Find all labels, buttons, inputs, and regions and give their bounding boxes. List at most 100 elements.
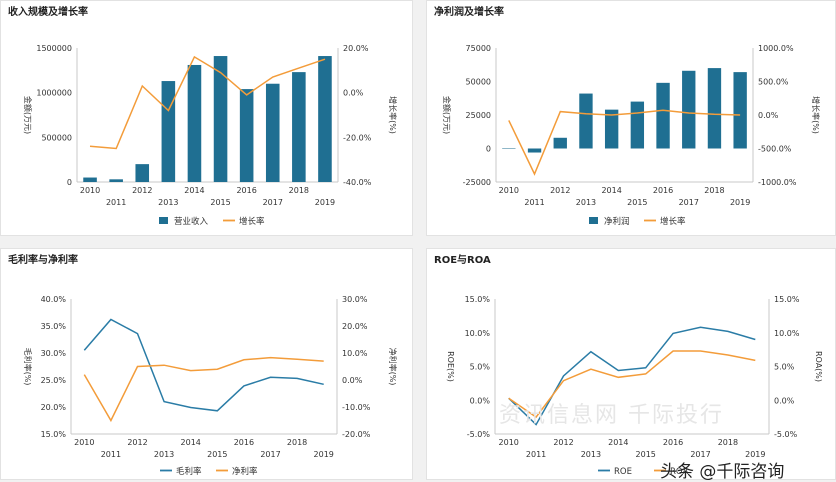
y-left-axis-label: ROE(%) [446, 351, 455, 382]
x-tick-label: 2014 [608, 438, 628, 447]
source-watermark: 头条 @千际咨询 [660, 462, 785, 482]
y-left-tick-label: -5.0% [467, 430, 491, 439]
legend-label: ROA [670, 467, 688, 477]
x-tick-label: 2015 [207, 450, 227, 459]
y-left-tick-label: 0 [67, 178, 72, 187]
x-tick-label: 2018 [704, 186, 724, 195]
x-tick-label: 2019 [730, 198, 750, 207]
legend-label: 增长率 [239, 216, 265, 227]
roe-roa-chart: -5.0% 0.0% 5.0% 10.0% 15.0% -5.0% 0.0% 5.0% 10.0… [446, 295, 823, 477]
y-right-tick-label: 500.0% [758, 78, 789, 87]
x-tick-label: 2011 [101, 450, 121, 459]
y-right-tick-label: 0.0% [342, 376, 363, 385]
x-tick-label: 2016 [663, 438, 683, 447]
y-right-axis-label: 净利率(%) [388, 348, 398, 386]
y-right-tick-label: 10.0% [774, 329, 800, 338]
y-right-tick-label: -20.0% [343, 133, 372, 142]
x-tick-label: 2011 [526, 450, 546, 459]
y-right-tick-label: 0.0% [774, 396, 795, 405]
y-left-tick-label: 1500000 [36, 44, 72, 53]
x-tick-label: 2010 [80, 186, 100, 195]
y-right-tick-label: 5.0% [774, 363, 795, 372]
y-left-tick-label: -25000 [463, 178, 491, 187]
y-right-tick-label: -1000.0% [758, 178, 797, 187]
y-left-tick-label: 25000 [466, 111, 491, 120]
y-right-axis-label: ROA(%) [814, 351, 823, 382]
series-line-right [508, 350, 756, 419]
x-tick-label: 2018 [287, 438, 307, 447]
panel-net-profit: 净利润及增长率 -25000 0 25000 50000 75000 -1000.0% -5… [426, 0, 836, 236]
y-right-tick-label: 30.0% [342, 295, 368, 304]
y-left-tick-label: 20.0% [41, 403, 67, 412]
bar [630, 101, 645, 149]
y-left-tick-label: 1000000 [36, 89, 72, 98]
x-tick-label: 2015 [627, 198, 647, 207]
y-left-tick-label: 40.0% [41, 295, 67, 304]
x-tick-label: 2013 [576, 198, 596, 207]
revenue-chart: 0 500000 1000000 1500000 -40.0% -20.0% 0.0% 20.… [23, 44, 398, 227]
y-left-tick-label: 0.0% [470, 396, 491, 405]
x-tick-label: 2011 [524, 198, 544, 207]
y-left-tick-label: 35.0% [41, 322, 67, 331]
y-right-tick-label: 0.0% [758, 111, 779, 120]
y-left-tick-label: 75000 [466, 44, 491, 53]
panel-margins: 毛利率与净利率 15.0% 20.0% 25.0% 30.0% 35.0% 40.0% -2… [0, 248, 413, 480]
y-right-axis-label: 增长率(%) [388, 96, 398, 134]
bar [135, 164, 150, 182]
x-tick-label: 2017 [263, 198, 283, 207]
legend-label: 增长率 [660, 216, 686, 227]
y-left-tick-label: 25.0% [41, 376, 67, 385]
bar [213, 56, 228, 182]
bar [161, 81, 176, 182]
panel-title: 毛利率与净利率 [8, 255, 78, 266]
bar [239, 89, 254, 182]
y-left-axis-label: 金额(万元) [442, 96, 452, 134]
x-tick-label: 2012 [127, 438, 147, 447]
x-tick-label: 2017 [690, 450, 710, 459]
x-tick-label: 2013 [154, 450, 174, 459]
bar [527, 148, 542, 153]
x-tick-label: 2015 [636, 450, 656, 459]
panel-title: 净利润及增长率 [434, 7, 504, 18]
y-left-tick-label: 500000 [41, 133, 72, 142]
x-tick-label: 2010 [499, 186, 519, 195]
y-right-tick-label: 20.0% [342, 322, 368, 331]
bar [604, 109, 619, 149]
bar [579, 93, 593, 149]
legend-swatch [589, 217, 598, 224]
x-tick-label: 2016 [653, 186, 673, 195]
x-tick-label: 2015 [210, 198, 230, 207]
margins-chart: 15.0% 20.0% 25.0% 30.0% 35.0% 40.0% -20.0% -10.… [23, 295, 398, 477]
y-left-axis-label: 金额(万元) [23, 96, 33, 134]
bar [553, 137, 567, 149]
bar [682, 70, 696, 149]
bar [109, 179, 123, 182]
bar [187, 64, 202, 182]
y-left-tick-label: 0 [486, 145, 491, 154]
y-right-tick-label: 20.0% [343, 44, 369, 53]
y-right-tick-label: -40.0% [343, 178, 372, 187]
x-tick-label: 2010 [74, 438, 94, 447]
x-tick-label: 2019 [314, 450, 334, 459]
x-tick-label: 2014 [181, 438, 201, 447]
y-right-tick-label: -10.0% [342, 403, 371, 412]
legend-label: 营业收入 [174, 216, 209, 227]
panel-title: ROE与ROA [434, 255, 491, 266]
series-line-right [83, 356, 324, 423]
x-tick-label: 2012 [553, 438, 573, 447]
bar [733, 72, 747, 149]
x-tick-label: 2013 [581, 450, 601, 459]
panel-roe-roa: ROE与ROA 资讯信息网 千际投行 -5.0% 0.0% 5.0% 10.0% 15.… [426, 248, 836, 480]
x-tick-label: 2012 [550, 186, 570, 195]
x-tick-label: 2012 [132, 186, 152, 195]
x-tick-label: 2017 [260, 450, 280, 459]
y-right-axis-label: 增长率(%) [811, 96, 821, 134]
series-line-left [508, 326, 756, 426]
x-tick-label: 2017 [679, 198, 699, 207]
bar [292, 72, 306, 182]
bar [83, 177, 97, 182]
legend-label: ROE [614, 467, 632, 477]
y-left-tick-label: 10.0% [465, 329, 491, 338]
y-right-tick-label: -5.0% [774, 430, 798, 439]
bar [265, 83, 280, 182]
